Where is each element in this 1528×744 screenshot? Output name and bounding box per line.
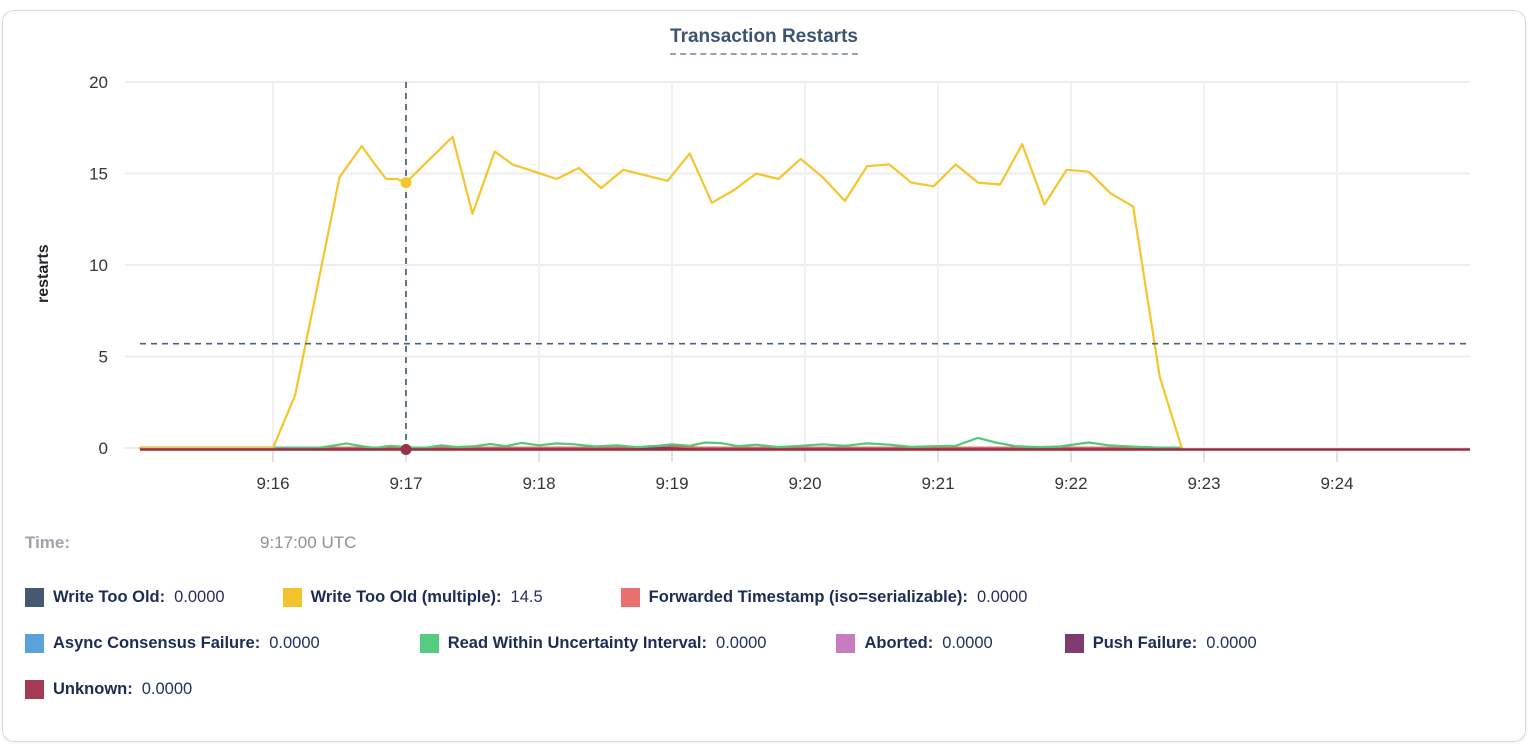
legend-label: Push Failure: <box>1092 633 1198 652</box>
x-tick-label: 9:20 <box>788 474 821 493</box>
legend-value: 0.0000 <box>716 633 767 652</box>
chart-header: Transaction Restarts <box>0 26 1528 55</box>
legend-swatch <box>620 587 640 607</box>
legend-swatch <box>282 587 302 607</box>
transaction-restarts-chart[interactable]: 0 5 10 15 20 9:16 9:17 9:18 9:19 9:20 9:21 9:22 9:23… <box>0 0 1528 520</box>
legend-label: Write Too Old (multiple): <box>310 587 502 606</box>
legend-swatch <box>1064 633 1084 653</box>
hover-legend: Time: 9:17:00 UTC Write Too Old: 0.0000 … <box>25 530 1505 722</box>
y-tick-label: 20 <box>89 73 108 92</box>
legend-value: 0.0000 <box>141 679 193 698</box>
legend-value: 0.0000 <box>976 587 1028 606</box>
hover-time-row: Time: 9:17:00 UTC <box>25 530 1505 556</box>
legend-swatch <box>25 587 44 607</box>
legend-item-push-failure: Push Failure: 0.0000 <box>1064 633 1257 653</box>
legend-item-forwarded-timestamp: Forwarded Timestamp (iso=serializable): … <box>620 587 1028 607</box>
legend-swatch <box>25 679 44 699</box>
series-line-read-within-uncertainty-interval <box>138 436 1183 450</box>
x-tick-label: 9:22 <box>1054 474 1087 493</box>
hover-time-label: Time: <box>25 533 71 552</box>
legend-value: 14.5 <box>510 587 543 606</box>
legend-swatch <box>419 633 439 653</box>
legend-item-aborted: Aborted: 0.0000 <box>836 633 993 653</box>
legend-label: Read Within Uncertainty Interval: <box>447 633 708 652</box>
legend-value: 0.0000 <box>269 633 320 652</box>
crosshair-dot-write-too-old-multiple- <box>400 177 412 189</box>
legend-item-write-too-old-multiple: Write Too Old (multiple): 14.5 <box>282 587 543 607</box>
legend-label: Forwarded Timestamp (iso=serializable): <box>648 587 968 606</box>
legend-row-2: Async Consensus Failure: 0.0000 Read Wit… <box>25 630 1505 656</box>
legend-item-unknown: Unknown: 0.0000 <box>25 679 193 699</box>
hover-time-value: 9:17:00 UTC <box>260 533 357 552</box>
legend-swatch <box>836 633 856 653</box>
legend-row-3: Unknown: 0.0000 <box>25 676 1505 702</box>
x-tick-label: 9:17 <box>389 474 422 493</box>
legend-label: Aborted: <box>864 633 934 652</box>
legend-swatch <box>25 633 44 653</box>
y-axis-title: restarts <box>35 244 52 303</box>
series-line-write-too-old-multiple- <box>138 135 1183 450</box>
x-tick-label: 9:21 <box>921 474 954 493</box>
y-tick-label: 0 <box>99 439 108 458</box>
x-tick-label: 9:23 <box>1187 474 1220 493</box>
legend-value: 0.0000 <box>942 633 993 652</box>
y-tick-label: 5 <box>99 348 108 367</box>
legend-item-write-too-old: Write Too Old: 0.0000 <box>25 587 225 607</box>
x-tick-label: 9:18 <box>522 474 555 493</box>
x-tick-label: 9:19 <box>655 474 688 493</box>
legend-label: Write Too Old: <box>53 587 166 606</box>
chart-title[interactable]: Transaction Restarts <box>670 26 858 55</box>
crosshair-dot-unknown <box>400 444 412 455</box>
legend-label: Unknown: <box>53 679 133 698</box>
legend-item-read-within-uncertainty: Read Within Uncertainty Interval: 0.0000 <box>419 633 767 653</box>
legend-value: 0.0000 <box>174 587 225 606</box>
legend-row-1: Write Too Old: 0.0000 Write Too Old (mul… <box>25 584 1505 610</box>
x-tick-label: 9:24 <box>1320 474 1353 493</box>
legend-label: Async Consensus Failure: <box>53 633 261 652</box>
legend-item-async-consensus-failure: Async Consensus Failure: 0.0000 <box>25 633 320 653</box>
y-tick-label: 10 <box>89 256 108 275</box>
y-tick-label: 15 <box>89 165 108 184</box>
legend-value: 0.0000 <box>1206 633 1257 652</box>
x-tick-label: 9:16 <box>256 474 289 493</box>
